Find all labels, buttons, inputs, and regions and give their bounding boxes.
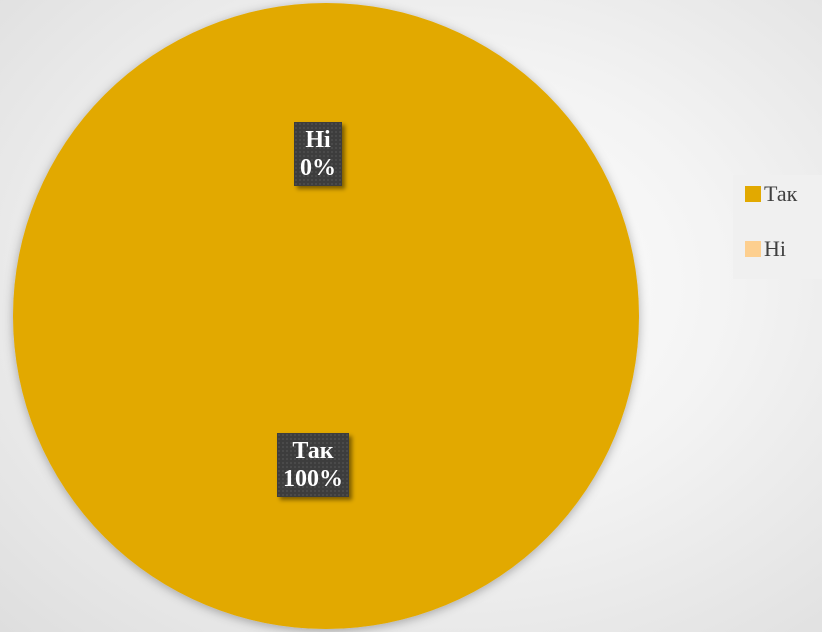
legend-item-tak[interactable]: Так <box>745 181 797 207</box>
legend-label-tak: Так <box>764 181 798 206</box>
data-label-ni-value: 0% <box>300 155 336 181</box>
chart-legend: Так Ні <box>733 175 822 279</box>
legend-swatch-ni <box>745 241 761 257</box>
pie-slices <box>13 3 639 629</box>
data-label-ni: Ні 0% <box>294 122 342 186</box>
legend-swatch-tak <box>745 186 761 202</box>
data-label-ni-name: Ні <box>305 127 331 153</box>
legend-item-ni[interactable]: Ні <box>745 236 786 262</box>
legend-label-ni: Ні <box>764 236 786 261</box>
pie-slice-tak[interactable] <box>13 3 639 629</box>
data-label-tak-name: Так <box>292 438 334 464</box>
data-label-tak-value: 100% <box>283 466 343 492</box>
data-label-tak: Так 100% <box>277 433 349 497</box>
